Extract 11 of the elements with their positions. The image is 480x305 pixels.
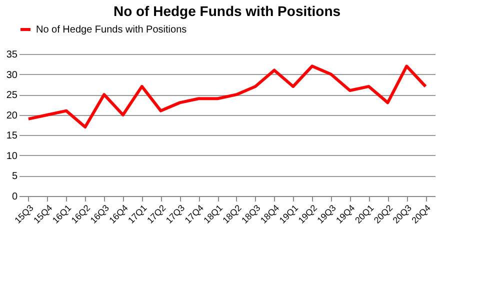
line-series [26, 64, 428, 129]
y-tick-label: 10 [6, 150, 18, 162]
y-tick-label: 35 [6, 50, 18, 60]
legend-label: No of Hedge Funds with Positions [36, 24, 187, 36]
y-tick-label: 25 [6, 90, 18, 102]
y-tick-label: 30 [6, 70, 18, 81]
y-tick-label: 15 [6, 130, 18, 142]
y-tick-label: 20 [6, 110, 18, 122]
y-tick-label: 0 [12, 192, 18, 202]
y-tick-label: 5 [12, 171, 18, 182]
chart-title: No of Hedge Funds with Positions [113, 3, 341, 19]
